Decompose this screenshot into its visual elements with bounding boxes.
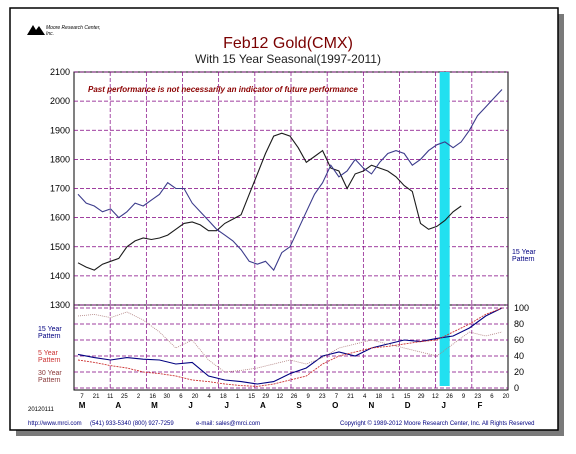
legend-5-year: 5 Year Pattern: [38, 350, 61, 364]
frame-border: [9, 7, 559, 431]
highlight-band-january: [439, 72, 450, 386]
x-day-label-16: 9: [306, 394, 310, 400]
y-tick-label-right-5: 100: [514, 303, 529, 313]
x-month-label-8: N: [369, 401, 375, 410]
x-day-label-15: 26: [291, 394, 298, 400]
x-day-label-4: 2: [137, 394, 141, 400]
x-day-label-19: 21: [347, 394, 354, 400]
footer-copyright: Copyright © 1989-2012 Moore Research Cen…: [340, 421, 535, 427]
y-tick-label-left-0: 1300: [50, 300, 70, 310]
logo-mountain-icon: [27, 25, 45, 35]
x-month-label-3: J: [188, 401, 192, 410]
series-line-bottom-1: [77, 307, 503, 387]
x-day-label-6: 30: [163, 394, 170, 400]
series-line-top-1: [77, 89, 503, 272]
x-day-label-12: 15: [248, 394, 255, 400]
logo: Moore Research Center, Inc.: [26, 22, 106, 42]
y-tick-label-left-2: 1500: [50, 242, 70, 252]
series-line-top-0: [77, 132, 462, 271]
series-line-bottom-2: [77, 311, 503, 373]
logo-text: Moore Research Center, Inc.: [46, 25, 101, 37]
x-day-label-3: 25: [121, 394, 128, 400]
x-day-label-11: 1: [236, 394, 240, 400]
x-day-label-27: 9: [462, 394, 466, 400]
x-day-label-13: 29: [262, 394, 269, 400]
footer-phone: (541) 933-5340 (800) 927-7259: [90, 421, 174, 427]
x-day-label-0: 7: [80, 394, 84, 400]
x-axis-ticks: 7 21 11 25 2 16 30 6 20 4 18 1 15 29 12 26 9 23 7 21 4 18 1 15 2…: [79, 394, 510, 410]
y-tick-label-left-1: 1400: [50, 271, 70, 281]
x-month-label-11: F: [477, 401, 482, 410]
y-tick-label-right-4: 80: [514, 319, 524, 329]
x-day-label-29: 6: [490, 394, 494, 400]
x-day-label-9: 4: [208, 394, 212, 400]
x-day-label-8: 20: [192, 394, 199, 400]
x-day-label-17: 23: [319, 394, 326, 400]
y-tick-label-right-2: 40: [514, 351, 524, 361]
right-legend-15-year: 15 Year Pattern: [512, 249, 536, 263]
footer-website[interactable]: http://www.mrci.com: [28, 421, 82, 427]
x-month-label-4: J: [225, 401, 229, 410]
disclaimer: Past performance is not necessarily an i…: [88, 85, 358, 94]
x-day-label-20: 4: [363, 394, 367, 400]
y-tick-label-left-8: 2100: [50, 67, 70, 77]
y-tick-label-right-0: 0: [514, 383, 519, 393]
x-day-label-23: 15: [404, 394, 411, 400]
x-day-label-25: 12: [432, 394, 439, 400]
y-tick-label-left-3: 1600: [50, 213, 70, 223]
x-day-label-7: 6: [179, 394, 183, 400]
x-day-label-24: 29: [418, 394, 425, 400]
grid: [74, 71, 508, 389]
x-day-label-2: 11: [107, 394, 114, 400]
y-tick-label-left-4: 1700: [50, 184, 70, 194]
x-day-label-18: 7: [335, 394, 339, 400]
x-month-label-6: S: [296, 401, 302, 410]
y-tick-label-right-1: 20: [514, 367, 524, 377]
y-axis-left-ticks: 1300 1400 1500 1600 1700 1800 1900 2000 2100: [50, 67, 70, 310]
legend-30-year: 30 Year Pattern: [38, 370, 62, 384]
x-month-label-10: J: [442, 401, 446, 410]
x-day-label-14: 12: [277, 394, 284, 400]
x-month-label-9: D: [405, 401, 411, 410]
x-day-label-30: 20: [503, 394, 510, 400]
x-month-label-7: O: [332, 401, 338, 410]
x-day-label-28: 23: [474, 394, 481, 400]
x-month-label-5: A: [260, 401, 266, 410]
chart-title: Feb12 Gold(CMX): [223, 35, 353, 52]
x-day-label-22: 1: [391, 394, 395, 400]
y-tick-label-left-5: 1800: [50, 154, 70, 164]
x-month-label-1: A: [115, 401, 121, 410]
legend-15-year: 15 Year Pattern: [38, 326, 62, 340]
y-axis-right-ticks: 0 20 40 60 80 100: [514, 303, 529, 393]
x-day-label-26: 26: [446, 394, 453, 400]
x-day-label-10: 18: [220, 394, 227, 400]
x-month-label-0: M: [79, 401, 86, 410]
chart-subtitle: With 15 Year Seasonal(1997-2011): [195, 52, 381, 66]
x-month-label-2: M: [151, 401, 158, 410]
datestamp: 20120111: [28, 407, 54, 413]
x-day-label-5: 16: [149, 394, 156, 400]
price-series: [77, 89, 503, 272]
y-tick-label-left-6: 1900: [50, 125, 70, 135]
footer-email[interactable]: e-mail: sales@mrci.com: [196, 421, 261, 427]
indicator-series: [77, 307, 503, 387]
y-tick-label-right-3: 60: [514, 335, 524, 345]
x-day-label-1: 21: [93, 394, 100, 400]
x-day-label-21: 18: [375, 394, 382, 400]
y-tick-label-left-7: 2000: [50, 96, 70, 106]
series-line-bottom-0: [77, 307, 503, 385]
